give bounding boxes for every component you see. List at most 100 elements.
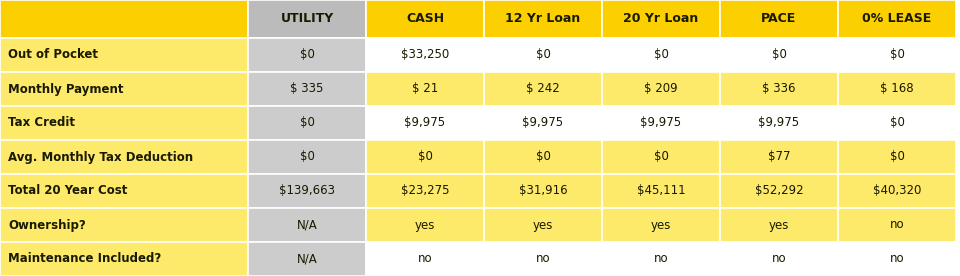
Text: no: no: [418, 253, 432, 266]
Text: yes: yes: [415, 219, 435, 232]
Bar: [484, 72, 602, 106]
Text: $23,275: $23,275: [400, 184, 449, 198]
Text: $9,975: $9,975: [522, 116, 564, 129]
Bar: [366, 174, 484, 208]
Bar: [720, 72, 838, 106]
Bar: [602, 38, 720, 72]
Text: $0: $0: [536, 49, 550, 62]
Text: $45,111: $45,111: [636, 184, 685, 198]
Text: Monthly Payment: Monthly Payment: [8, 83, 124, 95]
Bar: [602, 72, 720, 106]
Text: UTILITY: UTILITY: [280, 12, 334, 25]
Text: 20 Yr Loan: 20 Yr Loan: [623, 12, 699, 25]
Text: $ 336: $ 336: [762, 83, 796, 95]
Bar: [366, 140, 484, 174]
Bar: [248, 106, 366, 140]
Bar: [248, 208, 366, 242]
Text: $ 209: $ 209: [644, 83, 678, 95]
Bar: [602, 140, 720, 174]
Text: $0: $0: [300, 49, 315, 62]
Text: yes: yes: [651, 219, 671, 232]
Bar: [248, 72, 366, 106]
Text: $9,975: $9,975: [404, 116, 445, 129]
Bar: [720, 242, 838, 276]
Bar: [0, 140, 248, 174]
Text: 0% LEASE: 0% LEASE: [862, 12, 931, 25]
Bar: [720, 140, 838, 174]
Bar: [366, 106, 484, 140]
Bar: [248, 242, 366, 276]
Bar: [0, 106, 248, 140]
Bar: [602, 0, 720, 38]
Bar: [248, 38, 366, 72]
Bar: [602, 208, 720, 242]
Text: yes: yes: [533, 219, 553, 232]
Text: $52,292: $52,292: [755, 184, 804, 198]
Text: $0: $0: [418, 150, 432, 163]
Bar: [838, 0, 956, 38]
Text: no: no: [772, 253, 786, 266]
Bar: [484, 174, 602, 208]
Text: PACE: PACE: [761, 12, 797, 25]
Text: 12 Yr Loan: 12 Yr Loan: [505, 12, 581, 25]
Text: no: no: [890, 253, 904, 266]
Bar: [838, 242, 956, 276]
Text: Out of Pocket: Out of Pocket: [8, 49, 98, 62]
Bar: [248, 0, 366, 38]
Bar: [248, 140, 366, 174]
Text: $77: $77: [768, 150, 790, 163]
Bar: [0, 208, 248, 242]
Bar: [366, 38, 484, 72]
Text: $0: $0: [772, 49, 786, 62]
Text: CASH: CASH: [406, 12, 444, 25]
Bar: [484, 106, 602, 140]
Text: $31,916: $31,916: [518, 184, 567, 198]
Bar: [838, 140, 956, 174]
Bar: [0, 72, 248, 106]
Text: Avg. Monthly Tax Deduction: Avg. Monthly Tax Deduction: [8, 150, 193, 163]
Bar: [838, 174, 956, 208]
Bar: [484, 140, 602, 174]
Bar: [838, 106, 956, 140]
Bar: [602, 174, 720, 208]
Text: $0: $0: [300, 150, 315, 163]
Text: $9,975: $9,975: [758, 116, 800, 129]
Text: $139,663: $139,663: [279, 184, 335, 198]
Bar: [720, 38, 838, 72]
Bar: [366, 242, 484, 276]
Bar: [720, 174, 838, 208]
Text: no: no: [890, 219, 904, 232]
Bar: [366, 0, 484, 38]
Text: $0: $0: [536, 150, 550, 163]
Text: N/A: N/A: [297, 219, 318, 232]
Bar: [602, 106, 720, 140]
Bar: [248, 174, 366, 208]
Bar: [0, 0, 248, 38]
Text: $0: $0: [300, 116, 315, 129]
Text: $ 335: $ 335: [290, 83, 324, 95]
Text: N/A: N/A: [297, 253, 318, 266]
Text: $ 168: $ 168: [880, 83, 914, 95]
Bar: [0, 174, 248, 208]
Text: Maintenance Included?: Maintenance Included?: [8, 253, 161, 266]
Text: Total 20 Year Cost: Total 20 Year Cost: [8, 184, 128, 198]
Bar: [0, 38, 248, 72]
Bar: [602, 242, 720, 276]
Bar: [366, 208, 484, 242]
Text: $0: $0: [890, 116, 904, 129]
Text: $ 242: $ 242: [526, 83, 560, 95]
Bar: [484, 208, 602, 242]
Text: $33,250: $33,250: [401, 49, 449, 62]
Bar: [0, 242, 248, 276]
Text: $9,975: $9,975: [640, 116, 682, 129]
Bar: [838, 208, 956, 242]
Text: $0: $0: [654, 150, 668, 163]
Bar: [366, 72, 484, 106]
Text: no: no: [536, 253, 550, 266]
Text: $40,320: $40,320: [873, 184, 922, 198]
Bar: [838, 72, 956, 106]
Text: no: no: [654, 253, 668, 266]
Bar: [838, 38, 956, 72]
Bar: [484, 242, 602, 276]
Text: $0: $0: [890, 150, 904, 163]
